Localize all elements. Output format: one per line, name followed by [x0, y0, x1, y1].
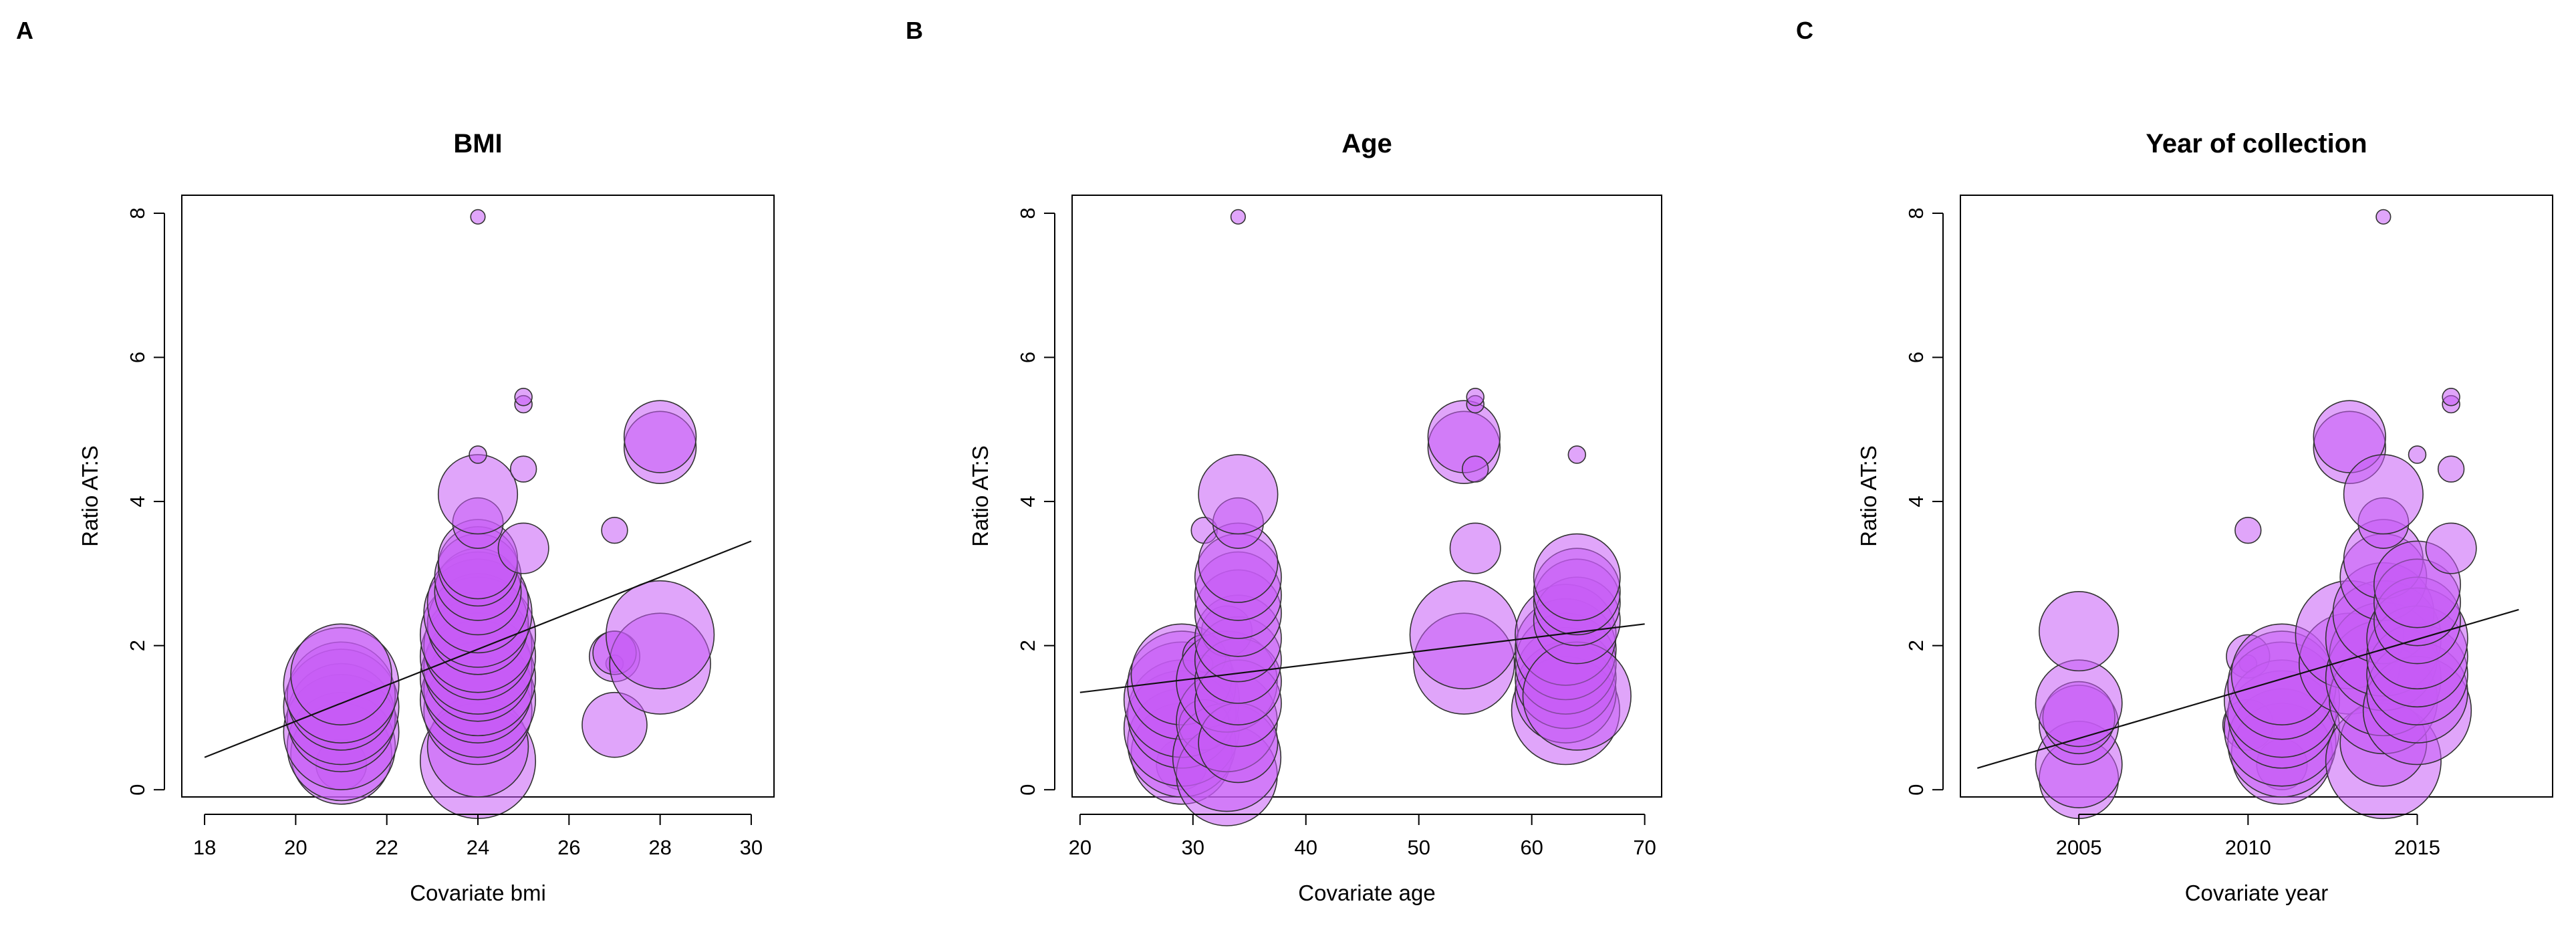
y-tick-label: 8 — [1904, 207, 1928, 219]
y-tick-label: 4 — [126, 495, 149, 507]
y-tick-label: 6 — [126, 352, 149, 363]
panel-c: C Year of collection 2005 2010 2015 Covariate… — [1796, 17, 2553, 905]
y-axis-label: Ratio AT:S — [968, 445, 993, 547]
data-point — [2375, 209, 2392, 225]
regression-line — [1977, 608, 2519, 769]
data-point — [2343, 454, 2424, 535]
x-tick-label: 20 — [284, 836, 307, 859]
data-point — [1462, 455, 1489, 483]
x-axis-label: Covariate age — [1298, 881, 1435, 905]
x-tick-label: 2005 — [2056, 836, 2102, 859]
y-tick-label: 0 — [1016, 784, 1039, 796]
x-tick-label: 40 — [1295, 836, 1317, 859]
data-point — [2408, 445, 2427, 464]
chart-title: Age — [1341, 129, 1392, 158]
data-point — [1466, 388, 1485, 406]
data-point — [469, 445, 487, 464]
data-point — [437, 454, 519, 535]
y-tick-label: 4 — [1904, 495, 1928, 507]
y-tick-label: 6 — [1904, 352, 1928, 363]
data-point — [2035, 659, 2123, 747]
x-tick-label: 18 — [193, 836, 216, 859]
y-tick-label: 0 — [1904, 784, 1928, 796]
x-tick-label: 60 — [1520, 836, 1543, 859]
panel-b: B Age 20 30 40 50 60 70 Covariate age 0 2 4 6 8 Ratio … — [906, 17, 1662, 905]
panel-letter: B — [906, 17, 923, 44]
data-point — [1567, 445, 1587, 464]
y-tick-label: 4 — [1016, 495, 1039, 507]
y-tick-label: 2 — [126, 640, 149, 651]
x-tick-label: 30 — [1182, 836, 1204, 859]
data-point — [2437, 455, 2465, 483]
regression-line — [1079, 623, 1645, 693]
x-tick-label: 2015 — [2394, 836, 2440, 859]
y-tick-label: 0 — [126, 784, 149, 796]
panel-letter: A — [16, 17, 33, 44]
x-tick-label: 22 — [375, 836, 398, 859]
data-point — [1230, 209, 1246, 225]
y-tick-label: 2 — [1016, 640, 1039, 651]
data-point — [2442, 388, 2460, 406]
x-tick-label: 20 — [1069, 836, 1091, 859]
y-tick-label: 8 — [1016, 207, 1039, 219]
data-point — [509, 455, 537, 483]
regression-line — [204, 540, 752, 758]
x-tick-label: 28 — [648, 836, 671, 859]
data-point — [1449, 522, 1501, 574]
data-points — [283, 209, 715, 820]
data-point — [2425, 522, 2477, 574]
data-point — [605, 580, 715, 690]
x-tick-label: 70 — [1633, 836, 1656, 859]
data-point — [2039, 591, 2119, 672]
data-point — [470, 209, 486, 225]
x-tick-label: 30 — [740, 836, 763, 859]
x-axis-label: Covariate bmi — [410, 881, 546, 905]
chart-title: BMI — [453, 129, 502, 158]
data-point — [497, 522, 549, 574]
data-point — [1409, 580, 1519, 690]
panel-letter: C — [1796, 17, 1813, 44]
y-tick-label: 8 — [126, 207, 149, 219]
x-tick-label: 2010 — [2225, 836, 2271, 859]
data-point — [1533, 533, 1621, 621]
data-point — [601, 516, 628, 544]
data-point — [514, 388, 533, 406]
x-tick-label: 50 — [1407, 836, 1430, 859]
data-points — [1123, 209, 1632, 826]
data-point — [623, 400, 697, 473]
y-tick-label: 6 — [1016, 352, 1039, 363]
data-point — [2234, 516, 2262, 544]
y-axis-label: Ratio AT:S — [78, 445, 102, 547]
data-point — [1198, 454, 1279, 535]
y-axis-label: Ratio AT:S — [1856, 445, 1881, 547]
chart-title: Year of collection — [2146, 129, 2367, 158]
data-point — [290, 623, 392, 726]
data-points — [2035, 209, 2477, 820]
data-point — [582, 691, 648, 758]
x-tick-label: 24 — [467, 836, 489, 859]
y-tick-label: 2 — [1904, 640, 1928, 651]
x-axis-label: Covariate year — [2185, 881, 2329, 905]
x-tick-label: 26 — [557, 836, 580, 859]
plot-frame — [1071, 195, 1662, 798]
